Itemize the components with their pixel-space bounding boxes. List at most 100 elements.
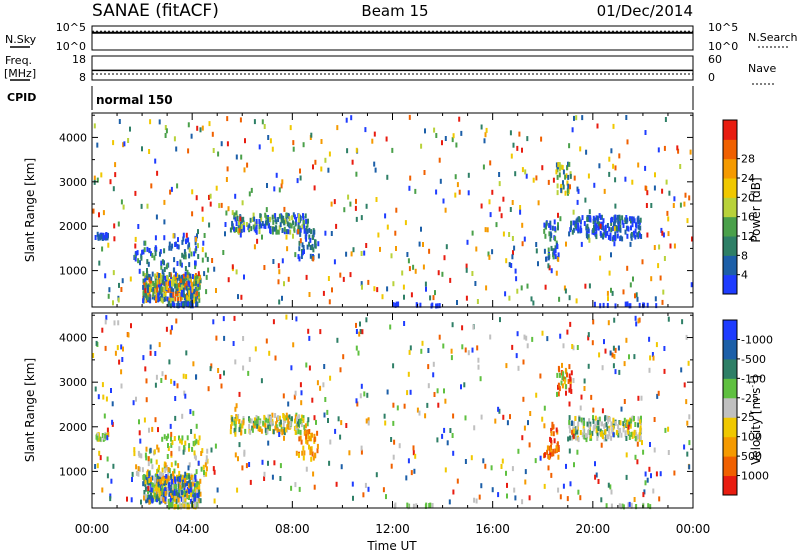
data-point [644,480,647,486]
data-point [568,448,571,454]
data-point [189,487,192,493]
data-point [456,478,459,484]
data-point [499,317,501,323]
data-point [101,327,104,333]
data-point [549,231,552,237]
data-point [173,468,176,474]
data-point [541,416,544,422]
data-point [614,203,617,209]
data-point [365,317,368,323]
data-point [283,430,286,436]
data-point [466,239,469,245]
data-point [156,468,158,474]
data-point [595,428,598,434]
data-point [361,284,363,290]
data-point [519,205,522,210]
data-point [610,435,613,441]
data-point [264,423,267,429]
data-point [177,237,179,243]
data-point [578,416,581,422]
data-point [148,149,151,154]
data-point [521,167,524,173]
data-point [236,216,239,221]
data-point [138,268,141,274]
data-point [207,267,210,273]
data-point [243,167,246,173]
data-point [104,273,107,279]
data-point [182,232,185,238]
data-point [588,418,591,424]
data-point [402,284,405,290]
data-point [164,468,167,474]
data-point [677,148,680,154]
data-point [193,274,196,280]
data-point [278,432,281,437]
data-point [588,423,591,429]
data-point [148,248,151,253]
y-tick-label: 3000 [59,176,87,189]
data-point [631,222,634,228]
data-point [201,247,204,253]
data-point [281,228,284,233]
data-point [316,443,319,449]
data-point [467,172,470,178]
nsky-tick-top: 10^5 [56,21,86,34]
data-point [664,427,667,433]
data-point [233,315,236,321]
data-point [585,149,588,155]
data-point [547,263,550,269]
data-point [556,190,559,196]
data-point [293,394,296,400]
data-point [304,213,307,219]
data-point [598,352,601,358]
data-point [179,259,182,265]
data-point [183,301,186,307]
data-point [328,460,331,466]
data-point [565,173,568,179]
data-point [539,455,542,461]
data-point [165,435,168,441]
data-point [650,473,652,479]
data-point [147,261,150,267]
data-point [572,421,575,427]
data-point [276,417,278,423]
data-point [661,299,664,305]
data-point [186,481,189,487]
data-point [255,219,258,224]
data-point [597,426,600,432]
data-point [197,285,200,291]
data-point [102,210,105,216]
data-point [265,417,267,423]
data-point [382,487,385,493]
data-point [225,210,228,216]
data-point [364,482,367,488]
data-point [192,504,195,510]
data-point [104,433,107,439]
data-point [458,189,461,195]
data-point [98,212,100,218]
data-point [319,385,322,391]
data-point [208,121,211,127]
data-point [639,427,642,433]
data-point [451,137,454,143]
colorbar-tick-label: -1000 [741,333,773,346]
data-point [555,446,558,452]
data-point [583,420,586,426]
data-point [137,258,140,264]
data-point [608,431,611,437]
data-point [339,367,342,373]
data-point [565,390,567,396]
data-point [280,183,283,189]
data-point [431,503,434,508]
data-point [230,420,233,426]
data-point [191,274,194,279]
data-point [482,164,485,170]
data-point [145,298,148,303]
data-point [614,420,617,426]
data-point [188,247,191,253]
data-point [634,454,637,460]
data-point [628,501,631,507]
data-point [518,131,521,137]
data-point [306,244,309,250]
data-point [178,287,181,292]
